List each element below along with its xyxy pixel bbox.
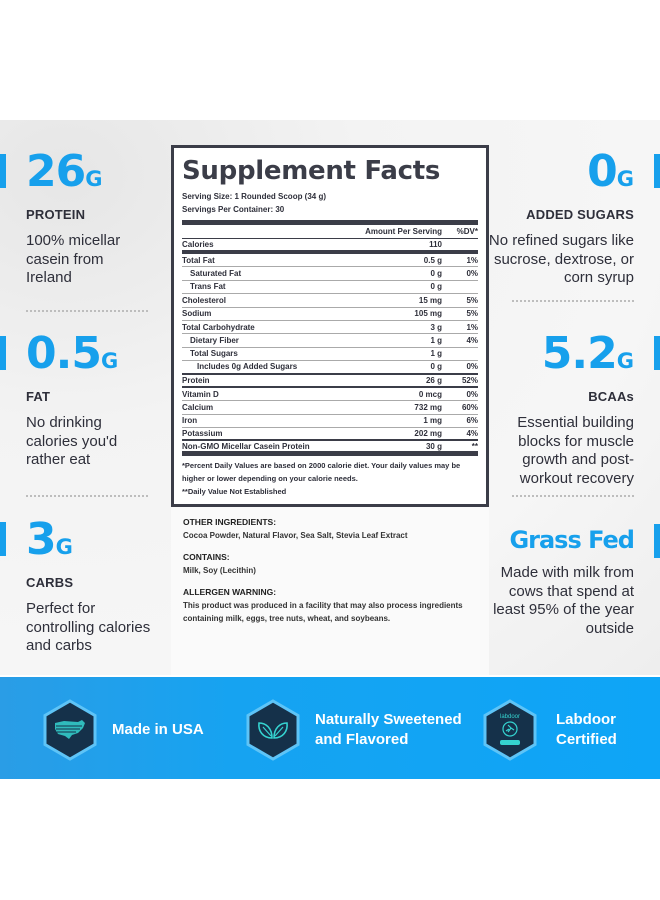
stat-label: ADDED SUGARS — [526, 207, 634, 222]
other-ingredients-heading: OTHER INGREDIENTS: — [183, 517, 277, 527]
stat-value: 26G — [26, 146, 103, 197]
stat-value: 0G — [587, 146, 634, 197]
ingredients-panel: OTHER INGREDIENTS: Cocoa Powder, Natural… — [171, 507, 489, 675]
facts-row: Trans Fat 0 g — [182, 281, 478, 295]
accent-bar — [0, 522, 6, 556]
facts-row: Potassium 202 mg 4% — [182, 428, 478, 442]
facts-row: Total Sugars 1 g — [182, 348, 478, 362]
stat-bcaas: 5.2G BCAAs Essential building blocks for… — [484, 328, 660, 488]
facts-row: Calcium 732 mg 60% — [182, 401, 478, 415]
facts-row: Total Fat 0.5 g 1% — [182, 254, 478, 268]
accent-bar — [654, 336, 660, 370]
footnote-dv: *Percent Daily Values are based on 2000 … — [182, 461, 461, 484]
stat-added-sugars: 0G ADDED SUGARS No refined sugars like s… — [484, 146, 660, 288]
allergen-text: This product was produced in a facility … — [183, 601, 463, 623]
accent-bar — [654, 154, 660, 188]
stat-value: Grass Fed — [509, 526, 635, 554]
stat-label: PROTEIN — [26, 207, 86, 222]
header-amount: Amount Per Serving — [365, 227, 442, 236]
stat-value: 5.2G — [541, 328, 634, 379]
facts-row: Sodium 105 mg 5% — [182, 308, 478, 321]
stat-description: Perfect for controlling calories and car… — [26, 600, 151, 654]
stat-protein: 26G PROTEIN 100% micellar casein from Ir… — [0, 146, 176, 288]
stat-label: BCAAs — [588, 389, 634, 404]
dotted-divider — [512, 300, 634, 302]
facts-row: Iron 1 mg 6% — [182, 415, 478, 429]
accent-bar — [0, 154, 6, 188]
badge-label: Labdoor Certified — [556, 711, 617, 748]
dotted-divider — [26, 495, 148, 497]
facts-row: Includes 0g Added Sugars 0 g 0% — [182, 361, 478, 375]
supplement-facts-panel: Supplement Facts Serving Size: 1 Rounded… — [171, 145, 489, 507]
badge-label: Naturally Sweetened and Flavored — [315, 711, 462, 748]
dotted-divider — [26, 310, 148, 312]
stat-description: Essential building blocks for muscle gro… — [517, 414, 634, 487]
stat-carbs: 3G CARBS Perfect for controlling calorie… — [0, 514, 176, 656]
facts-row: Cholesterol 15 mg 5% — [182, 294, 478, 308]
footnote-not-established: **Daily Value Not Established — [182, 487, 287, 497]
accent-bar — [654, 524, 660, 558]
stat-description: 100% micellar casein from Ireland — [26, 232, 121, 286]
stat-grass-fed: Grass Fed Made with milk from cows that … — [484, 520, 660, 638]
stat-description: No refined sugars like sucrose, dextrose… — [488, 232, 634, 286]
facts-row: Protein 26 g 52% — [182, 375, 478, 388]
labdoor-icon: labdoor — [482, 699, 538, 761]
facts-row: Total Carbohydrate 3 g 1% — [182, 321, 478, 335]
servings-per-container: Servings Per Container: 30 — [182, 205, 285, 214]
serving-size: Serving Size: 1 Rounded Scoop (34 g) — [182, 192, 327, 201]
contains-text: Milk, Soy (Lecithin) — [183, 566, 256, 575]
header-dv: %DV* — [456, 227, 478, 236]
stat-label: FAT — [26, 389, 51, 404]
accent-bar — [0, 336, 6, 370]
usa-map-icon — [42, 699, 98, 761]
stat-description: Made with milk from cows that spend at l… — [493, 564, 634, 637]
certifications-banner: Made in USA Naturally Sweetened and Flav… — [0, 677, 660, 779]
facts-title: Supplement Facts — [182, 156, 441, 186]
divider-thick — [182, 220, 478, 225]
stat-description: No drinking calories you'd rather eat — [26, 414, 118, 468]
facts-row-calories: Calories 110 — [182, 239, 478, 254]
stat-value: 3G — [26, 514, 73, 565]
allergen-heading: ALLERGEN WARNING: — [183, 587, 277, 597]
facts-row: Saturated Fat 0 g 0% — [182, 267, 478, 281]
badge-made-in-usa: Made in USA — [42, 699, 204, 761]
other-ingredients-text: Cocoa Powder, Natural Flavor, Sea Salt, … — [183, 531, 408, 540]
badge-label: Made in USA — [112, 721, 204, 738]
stat-value: 0.5G — [26, 328, 119, 379]
dotted-divider — [512, 495, 634, 497]
stat-label: CARBS — [26, 575, 74, 590]
svg-text:labdoor: labdoor — [500, 714, 520, 720]
facts-row: Dietary Fiber 1 g 4% — [182, 334, 478, 348]
badge-labdoor-certified: labdoor Labdoor Certified — [482, 699, 617, 761]
stat-fat: 0.5G FAT No drinking calories you'd rath… — [0, 328, 176, 470]
badge-naturally-sweetened: Naturally Sweetened and Flavored — [245, 699, 462, 761]
leaves-icon — [245, 699, 301, 761]
facts-row: Non-GMO Micellar Casein Protein 30 g ** — [182, 441, 478, 457]
contains-heading: CONTAINS: — [183, 552, 230, 562]
facts-header-row: Amount Per Serving %DV* — [182, 225, 478, 239]
